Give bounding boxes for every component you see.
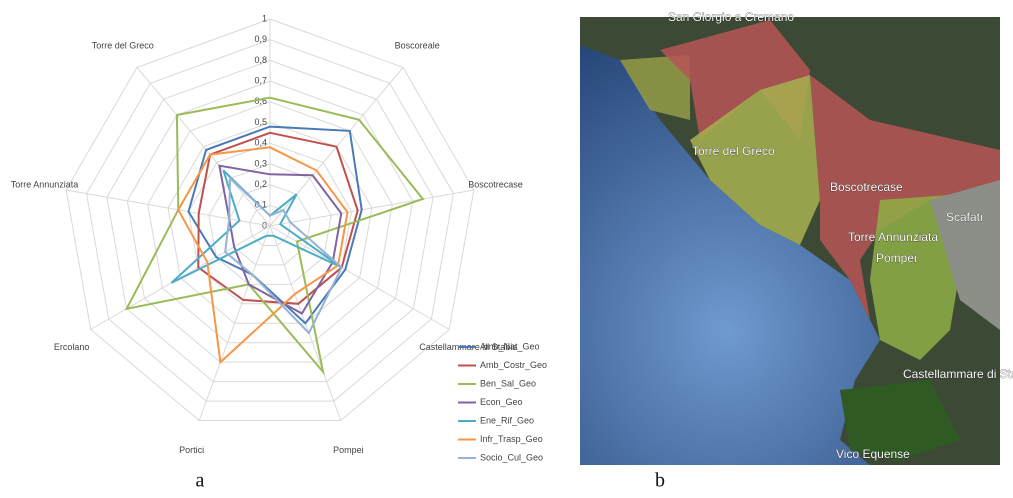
series-line xyxy=(198,133,357,304)
map-label: Torre Annunziata xyxy=(848,230,938,244)
category-label: Ercolano xyxy=(54,342,90,352)
legend-label: Ene_Rif_Geo xyxy=(480,415,534,425)
spoke xyxy=(137,67,270,226)
map-label: San Giorgio a Cremano xyxy=(668,10,794,24)
panel-caption: b xyxy=(655,470,665,492)
figure: 00,10,20,30,40,50,60,70,80,91BoscorealeB… xyxy=(0,0,1013,493)
r-tick-label: 0,5 xyxy=(254,117,267,127)
map-label: Castellammare di Stab xyxy=(903,367,1013,381)
category-label: Torre del Greco xyxy=(92,40,154,50)
map-label: Vico Equense xyxy=(836,447,910,461)
legend-label: Socio_Cul_Geo xyxy=(480,452,543,462)
map-label: Pompei xyxy=(876,251,917,265)
r-tick-label: 0,9 xyxy=(254,34,267,44)
legend-label: Ben_Sal_Geo xyxy=(480,378,536,388)
r-tick-label: 0,7 xyxy=(254,75,267,85)
r-tick-label: 0,2 xyxy=(254,179,267,189)
legend-label: Amb_Nat_Geo xyxy=(480,341,540,351)
category-label: Portici xyxy=(179,445,204,455)
category-label: Pompei xyxy=(333,445,364,455)
map-label: Scafati xyxy=(946,210,983,224)
r-tick-label: 0,3 xyxy=(254,158,267,168)
map-label: Torre del Greco xyxy=(692,144,775,158)
spoke xyxy=(270,190,474,226)
category-label: Boscoreale xyxy=(395,40,440,50)
legend-label: Econ_Geo xyxy=(480,397,523,407)
series-line xyxy=(127,98,423,372)
r-tick-label: 1 xyxy=(262,13,267,23)
legend-label: Infr_Trasp_Geo xyxy=(480,434,543,444)
r-tick-label: 0,8 xyxy=(254,55,267,65)
category-label: Boscotrecase xyxy=(468,180,523,190)
legend-label: Amb_Costr_Geo xyxy=(480,360,547,370)
map-label: Boscotrecase xyxy=(830,180,903,194)
r-tick-label: 0,4 xyxy=(254,138,267,148)
panel-caption: a xyxy=(196,470,205,492)
category-label: Torre Annunziata xyxy=(11,180,79,190)
